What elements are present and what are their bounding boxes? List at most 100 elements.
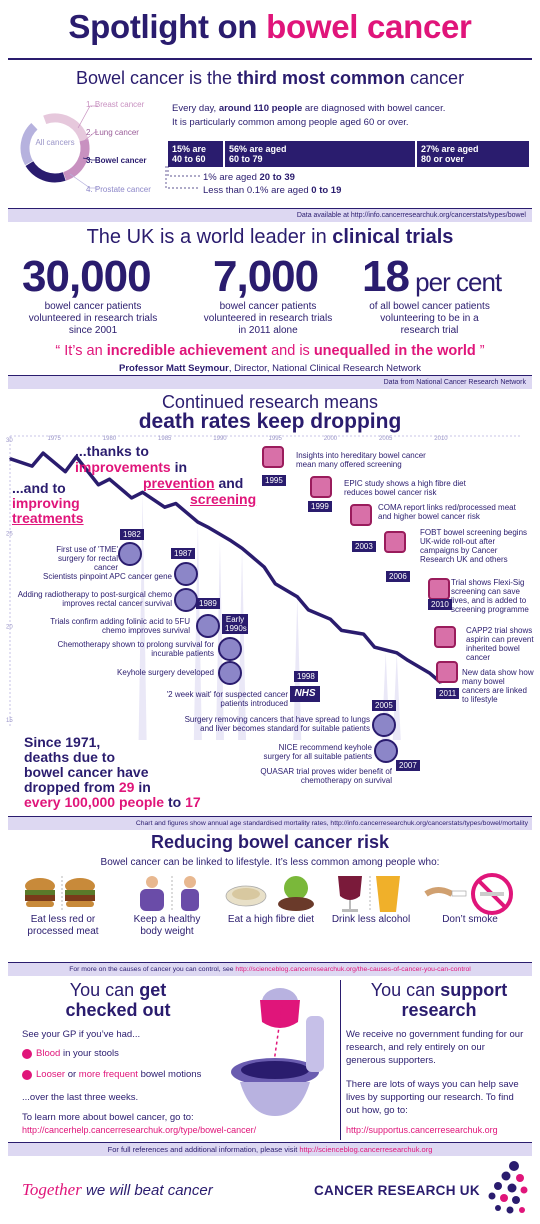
- event-quasar: QUASAR trial proves wider benefit of che…: [260, 767, 392, 785]
- symptom-blood: Blood in your stools: [36, 1048, 119, 1059]
- event-lifestyle: New data show how many bowel cancers are…: [462, 668, 534, 704]
- flexi-sig-icon: [428, 578, 450, 600]
- lifestyle-alcohol-label: Drink less alcohol: [331, 914, 411, 925]
- aspirin-icon: [434, 626, 456, 648]
- mortality-data-point: [329, 618, 332, 620]
- x-tick-label: 1990: [213, 436, 227, 442]
- source-bar-1: Data available at http://info.cancerrese…: [8, 208, 532, 222]
- year-1998: 1998: [294, 671, 318, 682]
- daily-diagnosis-text: Every day, around 110 people are diagnos…: [172, 103, 446, 114]
- mortality-data-point: [197, 521, 199, 523]
- section1-headline: Bowel cancer is the third most common ca…: [75, 68, 465, 88]
- page-title: Spotlight on bowel cancer: [68, 8, 472, 45]
- meat-icon: [350, 504, 372, 526]
- nice-icon: [374, 739, 398, 763]
- mortality-data-point: [407, 659, 409, 662]
- learn-more-text: To learn more about bowel cancer, go to:: [22, 1112, 194, 1123]
- stat-18-desc: of all bowel cancer patients volunteerin…: [369, 301, 490, 336]
- y-tick-label: 25: [6, 531, 13, 537]
- mortality-data-point: [340, 629, 343, 632]
- year-1987: 1987: [171, 548, 195, 559]
- cruk-logo-dots-icon: [488, 1161, 528, 1214]
- mortality-data-point: [263, 566, 265, 568]
- mortality-data-point: [274, 582, 277, 585]
- stat-7000: 7,000: [213, 252, 319, 301]
- tagline: Together we will beat cancer: [22, 1180, 213, 1199]
- scienceblog-link[interactable]: http://scienceblog.cancerresearchuk.org: [299, 1145, 433, 1154]
- event-tme: First use of 'TME' surgery for rectal ca…: [56, 545, 118, 572]
- symptom-looser: Looser or more frequent bowel motions: [36, 1069, 202, 1080]
- age-box-60-79: 56% are aged 60 to 79: [225, 141, 415, 167]
- mortality-data-point: [241, 547, 243, 550]
- chart-shading: [293, 596, 302, 740]
- x-tick-label: 2010: [434, 436, 448, 442]
- cruk-logo-text: CANCER RESEARCH UK: [314, 1183, 480, 1198]
- mortality-data-point: [174, 502, 177, 505]
- alcohol-icon: [338, 876, 400, 912]
- stat-30000-desc: bowel cancer patients volunteered in res…: [28, 301, 158, 336]
- stat-7000-desc: bowel cancer patients volunteered in res…: [203, 301, 333, 336]
- mortality-data-point: [9, 457, 11, 460]
- causes-link[interactable]: http://scienceblog.cancerresearchuk.org/…: [235, 966, 471, 973]
- surgery-icon: [118, 542, 142, 566]
- quote: “ It’s an incredible achievement and is …: [55, 343, 485, 359]
- age-common-text: It is particularly common among people a…: [172, 117, 409, 128]
- year-2010: 2010: [428, 599, 452, 610]
- support-us-link[interactable]: http://supportus.cancerresearchuk.org: [346, 1125, 498, 1135]
- chart-shading: [138, 492, 147, 740]
- mortality-data-point: [230, 540, 232, 542]
- mortality-data-point: [31, 465, 33, 467]
- section3-headline1: Continued research means: [161, 392, 379, 412]
- mortality-data-point: [395, 652, 398, 654]
- event-coma: COMA report links red/processed meat and…: [378, 503, 516, 521]
- mortality-data-point: [141, 491, 144, 494]
- y-tick-label: 20: [6, 625, 13, 631]
- mortality-data-point: [108, 478, 111, 480]
- section4-headline: Reducing bowel cancer risk: [150, 832, 390, 852]
- rank-label-breast: 1. Breast cancer: [86, 100, 145, 109]
- fibre-plate-icon: [310, 476, 332, 498]
- since-1971-text: Since 1971, deaths due to bowel cancer h…: [24, 734, 201, 810]
- rank-label-prostate: 4. Prostate cancer: [86, 185, 151, 194]
- year-early-1990s: Early 1990s: [222, 614, 248, 634]
- age-20-39-text: 1% are aged 20 to 39: [203, 172, 295, 183]
- chart-shading: [392, 652, 401, 740]
- ways-to-help-text: There are lots of ways you can help save…: [346, 1079, 519, 1116]
- event-chemo-prolong: Chemotherapy shown to prolong survival f…: [57, 640, 214, 658]
- year-1982: 1982: [120, 529, 144, 540]
- event-epic: EPIC study shows a high fibre diet reduc…: [344, 479, 466, 497]
- lifestyle-smoke-label: Don’t smoke: [442, 914, 498, 925]
- mortality-data-point: [296, 596, 299, 598]
- see-gp-text: See your GP if you’ve had...: [22, 1029, 141, 1040]
- nhs-logo: NHS: [290, 686, 320, 702]
- toilet-icon: [384, 531, 406, 553]
- pill-icon: [196, 614, 220, 638]
- year-2011: 2011: [436, 688, 460, 699]
- y-tick-label: 15: [6, 718, 13, 724]
- bowel-cancer-link[interactable]: http://cancerhelp.cancerresearchuk.org/t…: [22, 1125, 257, 1135]
- rank-label-bowel: 3. Bowel cancer: [86, 156, 147, 165]
- mortality-data-point: [208, 526, 210, 529]
- fibre-food-icon: [225, 876, 314, 911]
- year-2006: 2006: [386, 571, 410, 582]
- x-tick-label: 1995: [269, 436, 283, 442]
- lifestyle-weight-label: Keep a healthy body weight: [133, 914, 201, 937]
- year-1999: 1999: [308, 501, 332, 512]
- mortality-data-point: [97, 484, 100, 486]
- event-fobt: FOBT bowel screening begins UK-wide roll…: [420, 528, 528, 564]
- cancer-rank-donut: [20, 105, 98, 189]
- bullet-icon: [22, 1070, 32, 1080]
- checked-out-title: You can get checked out: [65, 980, 171, 1020]
- x-tick-label: 1985: [158, 436, 172, 442]
- bullet-icon: [22, 1049, 32, 1059]
- donut-center-label: All cancers: [35, 138, 75, 147]
- no-smoking-icon: [424, 873, 513, 915]
- stat-30000: 30,000: [22, 252, 152, 301]
- event-2week: '2 week wait' for suspected cancer patie…: [166, 690, 288, 708]
- stat-18: 18 per cent: [362, 252, 502, 301]
- event-hereditary: Insights into hereditary bowel cancer me…: [296, 451, 426, 469]
- x-tick-label: 2000: [324, 436, 338, 442]
- improving-treatments-text: ...and to improving treatments: [12, 480, 84, 526]
- support-research-title: You can support research: [370, 980, 508, 1020]
- source-bar-4: For more on the causes of cancer you can…: [8, 962, 532, 976]
